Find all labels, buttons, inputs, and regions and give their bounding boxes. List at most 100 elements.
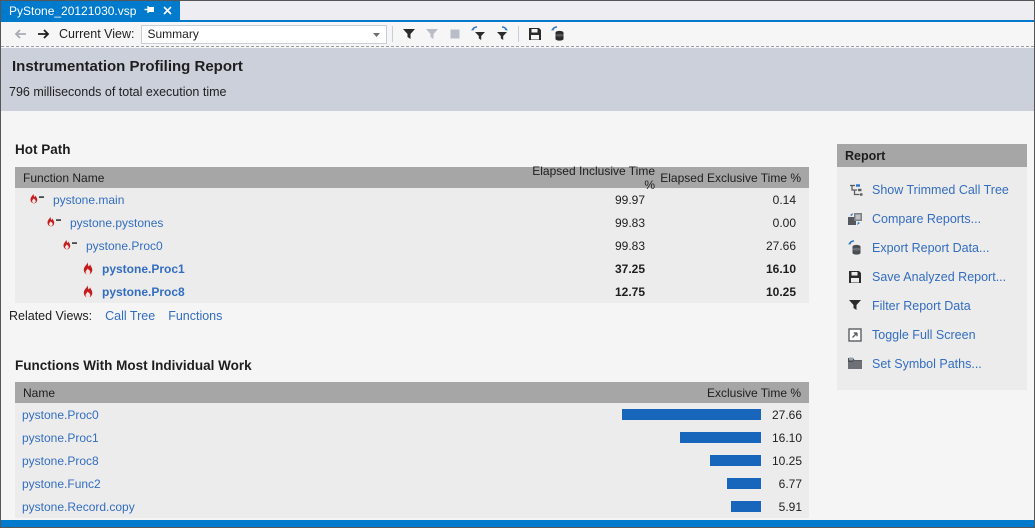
- function-link[interactable]: pystone.Record.copy: [22, 499, 135, 514]
- individual-work-table-header: Name Exclusive Time %: [15, 382, 809, 403]
- report-title: Instrumentation Profiling Report: [12, 58, 243, 75]
- panel-item-label: Toggle Full Screen: [872, 327, 976, 342]
- hot-path-icon: [46, 216, 62, 229]
- panel-item-export-report-data[interactable]: Export Report Data...: [847, 233, 1027, 262]
- refresh-filter-button[interactable]: [490, 24, 513, 44]
- inclusive-value: 37.25: [614, 261, 645, 276]
- exclusive-value: 27.66: [765, 238, 796, 253]
- export-report-button[interactable]: [547, 24, 570, 44]
- panel-item-set-symbol-paths[interactable]: Set Symbol Paths...: [847, 349, 1027, 378]
- panel-item-label: Compare Reports...: [872, 211, 982, 226]
- function-link[interactable]: pystone.Func2: [22, 476, 101, 491]
- report-subtitle: 796 milliseconds of total execution time: [9, 85, 227, 99]
- filter-button[interactable]: [398, 24, 421, 44]
- flame-icon: [82, 261, 94, 276]
- back-button[interactable]: [9, 24, 32, 44]
- time-bar: [680, 432, 761, 443]
- filter-disabled-icon: [421, 24, 444, 44]
- exclusive-time-value: 27.66: [771, 407, 802, 422]
- toolbar-separator: [391, 26, 393, 42]
- toolbar: Current View: Summary: [1, 22, 1034, 47]
- panel-item-compare-reports[interactable]: Compare Reports...: [847, 204, 1027, 233]
- table-row: pystone.pystones 99.83 0.00: [15, 211, 809, 234]
- bar-zone: [591, 426, 761, 449]
- exclusive-value: 0.00: [772, 215, 796, 230]
- panel-item-toggle-full-screen[interactable]: Toggle Full Screen: [847, 320, 1027, 349]
- function-link[interactable]: pystone.Proc1: [22, 430, 99, 445]
- function-link[interactable]: pystone.Proc0: [22, 407, 99, 422]
- related-view-call-tree[interactable]: Call Tree: [105, 309, 156, 323]
- report-panel-title: Report: [837, 144, 1027, 167]
- forward-button[interactable]: [32, 24, 55, 44]
- table-row: pystone.Proc1 16.10: [15, 426, 809, 449]
- column-header-name: Name: [23, 385, 56, 400]
- column-header-function-name: Function Name: [23, 170, 105, 185]
- inclusive-value: 12.75: [614, 284, 645, 299]
- close-icon[interactable]: [163, 4, 173, 18]
- table-row: pystone.main 99.97 0.14: [15, 188, 809, 211]
- exclusive-value: 10.25: [765, 284, 796, 299]
- time-bar: [731, 501, 761, 512]
- time-bar: [727, 478, 761, 489]
- save-icon: [847, 270, 863, 284]
- panel-item-label: Save Analyzed Report...: [872, 269, 1007, 284]
- table-row: pystone.Proc1 37.25 16.10: [15, 257, 809, 280]
- table-row: pystone.Proc8 10.25: [15, 449, 809, 472]
- chevron-down-icon: [372, 27, 380, 41]
- function-link[interactable]: pystone.Proc1: [102, 261, 185, 276]
- function-link[interactable]: pystone.main: [53, 192, 125, 207]
- hot-path-icon: [29, 193, 45, 206]
- report-panel: Report Show Trimmed Call Tree Compare Re…: [837, 144, 1027, 390]
- related-views-label: Related Views:: [9, 309, 93, 323]
- time-bar: [710, 455, 761, 466]
- tab-title: PyStone_20121030.vsp: [9, 3, 137, 18]
- column-header-exclusive-time: Exclusive Time %: [706, 385, 801, 400]
- table-row: pystone.Record.copy 5.91: [15, 495, 809, 518]
- function-link[interactable]: pystone.Proc0: [86, 238, 163, 253]
- exclusive-time-value: 10.25: [771, 453, 802, 468]
- fullscreen-icon: [847, 327, 863, 342]
- panel-item-show-trimmed-call-tree[interactable]: Show Trimmed Call Tree: [847, 175, 1027, 204]
- toolbar-separator: [517, 26, 519, 42]
- function-link[interactable]: pystone.Proc8: [22, 453, 99, 468]
- panel-item-save-analyzed-report[interactable]: Save Analyzed Report...: [847, 262, 1027, 291]
- call-tree-icon: [847, 183, 863, 197]
- individual-work-table: Name Exclusive Time % pystone.Proc0 27.6…: [15, 382, 809, 518]
- report-body: Hot Path Function Name Elapsed Inclusive…: [1, 111, 1034, 520]
- save-report-button[interactable]: [524, 24, 547, 44]
- compare-reports-icon: [847, 212, 863, 226]
- tab-strip: PyStone_20121030.vsp: [1, 1, 1034, 20]
- related-views: Related Views: Call Tree Functions: [9, 309, 222, 323]
- inclusive-value: 99.97: [614, 192, 645, 207]
- exclusive-time-value: 6.77: [778, 476, 802, 491]
- folder-icon: [847, 357, 863, 370]
- function-link[interactable]: pystone.pystones: [70, 215, 164, 230]
- hot-path-title: Hot Path: [15, 142, 71, 157]
- current-view-label: Current View:: [59, 27, 135, 41]
- time-bar: [622, 409, 761, 420]
- current-view-select[interactable]: Summary: [140, 24, 387, 44]
- column-header-exclusive: Elapsed Exclusive Time %: [660, 170, 801, 185]
- report-panel-body: Show Trimmed Call Tree Compare Reports..…: [837, 167, 1027, 390]
- tab-accent-line: [1, 20, 1034, 22]
- bar-zone: [591, 472, 761, 495]
- panel-item-label: Filter Report Data: [872, 298, 971, 313]
- document-tab[interactable]: PyStone_20121030.vsp: [1, 1, 181, 20]
- related-view-functions[interactable]: Functions: [168, 309, 223, 323]
- apply-filter-button[interactable]: [467, 24, 490, 44]
- panel-item-filter-report-data[interactable]: Filter Report Data: [847, 291, 1027, 320]
- exclusive-value: 16.10: [765, 261, 796, 276]
- report-header-band: Instrumentation Profiling Report 796 mil…: [1, 48, 1034, 111]
- table-row: pystone.Proc8 12.75 10.25: [15, 280, 809, 303]
- inclusive-value: 99.83: [614, 238, 645, 253]
- panel-item-label: Show Trimmed Call Tree: [872, 182, 1009, 197]
- flame-icon: [82, 284, 94, 299]
- bar-zone: [591, 495, 761, 518]
- function-link[interactable]: pystone.Proc8: [102, 284, 185, 299]
- table-row: pystone.Proc0 99.83 27.66: [15, 234, 809, 257]
- status-bar: [1, 520, 1034, 527]
- exclusive-time-value: 16.10: [771, 430, 802, 445]
- pin-icon[interactable]: [144, 4, 155, 18]
- individual-work-title: Functions With Most Individual Work: [15, 358, 252, 373]
